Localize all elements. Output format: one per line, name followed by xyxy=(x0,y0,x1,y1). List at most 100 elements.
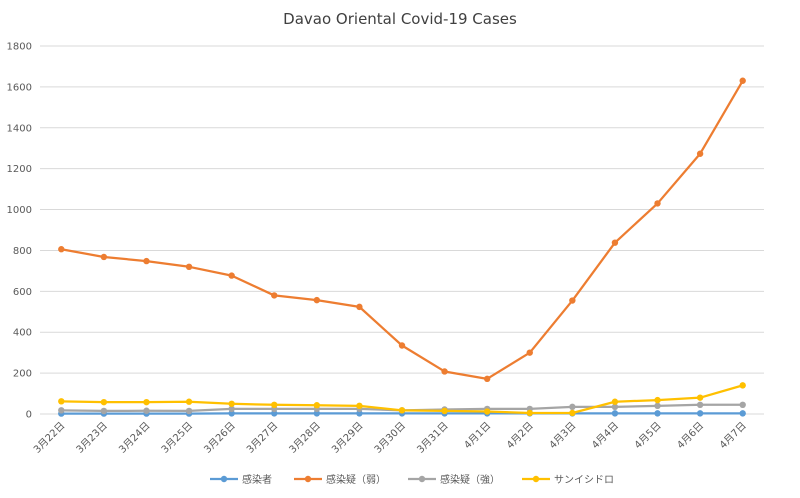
y-tick-label: 1000 xyxy=(7,205,32,216)
data-point xyxy=(313,296,321,304)
y-tick-label: 1400 xyxy=(7,123,32,134)
series-4 xyxy=(58,382,746,417)
data-point xyxy=(185,263,193,270)
chart-title: Davao Oriental Covid-19 Cases xyxy=(283,10,517,28)
x-tick-label: 3月28日 xyxy=(287,420,323,456)
data-point xyxy=(185,407,193,415)
x-tick-label: 4月2日 xyxy=(504,420,536,452)
x-tick-label: 4月7日 xyxy=(717,420,749,452)
data-point xyxy=(398,407,406,414)
x-tick-label: 3月24日 xyxy=(116,420,152,456)
x-axis-ticks: 3月22日 3月23日 3月24日 3月25日 3月26日 3月27日 3月28日 3月29日… xyxy=(31,420,749,456)
data-point xyxy=(526,349,533,356)
x-tick-label: 4月6日 xyxy=(675,420,707,452)
legend-item: 感染疑（弱） xyxy=(294,473,386,486)
data-point xyxy=(569,403,576,411)
x-tick-label: 4月5日 xyxy=(632,420,664,452)
legend-marker xyxy=(418,475,426,483)
data-point xyxy=(739,77,746,84)
data-point xyxy=(569,409,576,417)
y-tick-label: 400 xyxy=(13,328,32,339)
data-point xyxy=(100,407,108,415)
data-point xyxy=(228,400,235,407)
data-point xyxy=(654,410,661,417)
series-line xyxy=(60,79,744,380)
data-point xyxy=(483,408,491,415)
data-point xyxy=(143,257,150,265)
x-tick-label: 4月1日 xyxy=(462,420,494,452)
data-point xyxy=(441,407,448,415)
data-point xyxy=(526,409,533,417)
x-tick-label: 4月3日 xyxy=(547,420,579,452)
x-tick-label: 3月29日 xyxy=(329,420,365,456)
data-point xyxy=(398,342,406,349)
data-point xyxy=(696,150,704,157)
legend-marker xyxy=(304,475,312,483)
legend-item: 感染者 xyxy=(210,473,272,486)
legend-item: サンイシドロ xyxy=(522,474,614,486)
legend-marker xyxy=(532,475,540,483)
x-tick-label: 3月25日 xyxy=(159,420,195,456)
legend-label: サンイシドロ xyxy=(554,474,614,486)
data-point xyxy=(143,398,150,406)
data-point xyxy=(356,402,363,410)
data-point xyxy=(739,401,746,408)
legend-label: 感染疑（強） xyxy=(440,473,500,486)
x-tick-label: 3月30日 xyxy=(372,420,408,456)
y-tick-label: 800 xyxy=(13,246,32,257)
data-point xyxy=(313,410,321,417)
data-point xyxy=(611,403,619,411)
data-point xyxy=(356,410,363,417)
data-point xyxy=(271,292,278,299)
gridlines xyxy=(40,45,764,415)
series-lines xyxy=(58,77,746,417)
data-point xyxy=(739,410,746,417)
data-point xyxy=(654,200,661,207)
data-point xyxy=(100,253,108,261)
data-point xyxy=(58,246,65,253)
data-point xyxy=(696,410,704,417)
legend-item: 感染疑（強） xyxy=(408,473,500,486)
x-tick-label: 4月4日 xyxy=(589,420,621,452)
data-point xyxy=(313,402,321,409)
legend: 感染者 感染疑（弱） 感染疑（強） サンイシドロ xyxy=(210,473,614,486)
data-point xyxy=(271,401,278,408)
data-point xyxy=(696,394,704,401)
y-tick-label: 1200 xyxy=(7,164,32,175)
data-point xyxy=(739,382,746,389)
y-tick-label: 1600 xyxy=(7,82,32,93)
data-point xyxy=(58,398,65,405)
x-tick-label: 3月31日 xyxy=(415,420,451,456)
x-tick-label: 3月23日 xyxy=(74,420,110,456)
x-tick-label: 3月22日 xyxy=(31,420,67,456)
data-point xyxy=(228,272,235,279)
data-point xyxy=(696,401,704,408)
data-point xyxy=(100,398,108,406)
data-point xyxy=(654,402,661,410)
y-axis-ticks: 0 200 400 600 800 1000 1200 1400 1600 1800 xyxy=(7,42,32,421)
x-tick-label: 3月27日 xyxy=(244,420,280,456)
x-tick-label: 3月26日 xyxy=(202,420,238,456)
data-point xyxy=(58,407,65,414)
data-point xyxy=(185,398,193,405)
y-tick-label: 1800 xyxy=(7,42,32,53)
data-point xyxy=(654,396,661,404)
data-point xyxy=(271,410,278,417)
data-point xyxy=(356,303,363,311)
y-tick-label: 600 xyxy=(13,287,32,298)
data-point xyxy=(611,398,619,405)
legend-label: 感染者 xyxy=(242,473,272,486)
data-point xyxy=(611,239,619,246)
y-tick-label: 0 xyxy=(26,410,32,421)
data-point xyxy=(441,368,448,375)
data-point xyxy=(569,297,576,304)
data-point xyxy=(143,407,150,414)
legend-marker xyxy=(220,475,228,483)
data-point xyxy=(228,405,235,413)
series-2 xyxy=(58,77,746,383)
legend-label: 感染疑（弱） xyxy=(326,473,386,486)
data-point xyxy=(228,410,235,417)
data-point xyxy=(483,375,491,383)
